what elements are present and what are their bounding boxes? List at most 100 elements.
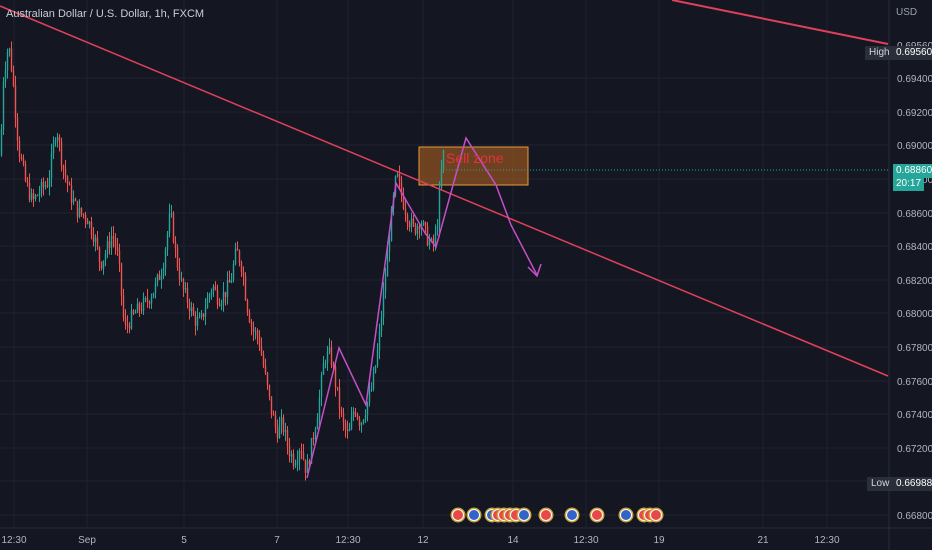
candle-body bbox=[78, 207, 81, 217]
candle-body bbox=[230, 279, 233, 283]
candle-body bbox=[210, 290, 213, 295]
candle-body bbox=[60, 141, 63, 166]
candle-body bbox=[226, 279, 229, 297]
candle-body bbox=[76, 200, 79, 217]
candle-body bbox=[194, 315, 197, 326]
candle-body bbox=[12, 70, 15, 86]
candle-body bbox=[290, 453, 293, 457]
candle-body bbox=[164, 249, 167, 269]
candle-body bbox=[96, 237, 99, 248]
candle-body bbox=[350, 417, 353, 430]
candle-body bbox=[324, 362, 327, 364]
candle-body bbox=[14, 85, 17, 118]
candle-body bbox=[6, 51, 9, 71]
candle-body bbox=[214, 286, 217, 290]
candle-body bbox=[0, 129, 3, 156]
candle-body bbox=[356, 414, 359, 419]
candle-body bbox=[144, 298, 147, 300]
candle-body bbox=[438, 187, 441, 227]
candle-body bbox=[192, 307, 195, 316]
candle-body bbox=[382, 291, 385, 318]
chart-title: Australian Dollar / U.S. Dollar, 1h, FXC… bbox=[6, 8, 205, 20]
candle-body bbox=[242, 271, 245, 276]
candle-body bbox=[18, 140, 21, 157]
candle-body bbox=[72, 199, 75, 203]
candle-body bbox=[364, 415, 367, 420]
candle-body bbox=[130, 310, 133, 329]
candle-body bbox=[110, 236, 113, 248]
candle-body bbox=[142, 298, 145, 311]
candle-body bbox=[362, 419, 365, 423]
candle-body bbox=[92, 235, 95, 242]
candle-body bbox=[248, 312, 251, 323]
candle-body bbox=[390, 208, 393, 241]
low-label: Low bbox=[867, 477, 894, 491]
candle-body bbox=[280, 417, 283, 425]
candle-body bbox=[430, 238, 433, 241]
candle-body bbox=[208, 294, 211, 298]
candle-body bbox=[182, 279, 185, 290]
high-value-tag: 0.69560 bbox=[893, 46, 932, 60]
candle-body bbox=[224, 291, 227, 297]
x-tick-label: 12:30 bbox=[573, 535, 598, 546]
candle-body bbox=[376, 350, 379, 366]
upper-trendline bbox=[671, 0, 889, 45]
harmonic-pattern-path bbox=[306, 136, 538, 479]
candle-body bbox=[28, 183, 31, 200]
candle-body bbox=[436, 226, 439, 233]
x-tick-label: 12 bbox=[417, 535, 429, 546]
candle-body bbox=[190, 307, 193, 312]
candle-body bbox=[30, 193, 33, 200]
candle-body bbox=[24, 164, 27, 181]
candle-body bbox=[222, 291, 225, 303]
candle-body bbox=[146, 298, 149, 302]
x-tick-label: 12:30 bbox=[335, 535, 360, 546]
candle-body bbox=[442, 149, 445, 170]
candle-body bbox=[298, 450, 301, 461]
candle-body bbox=[50, 153, 53, 179]
candle-body bbox=[270, 396, 273, 414]
candle-body bbox=[246, 300, 249, 313]
candle-body bbox=[112, 236, 115, 239]
candle-body bbox=[162, 268, 165, 277]
candle-body bbox=[108, 241, 111, 248]
candle-body bbox=[396, 173, 399, 177]
candle-body bbox=[416, 226, 419, 234]
candle-body bbox=[326, 351, 329, 363]
candle-body bbox=[4, 70, 7, 82]
candle-body bbox=[74, 199, 77, 201]
x-tick-label: 19 bbox=[653, 535, 665, 546]
candle-body bbox=[288, 446, 291, 457]
y-tick-label: 0.69400 bbox=[897, 74, 932, 85]
event-flag-inner bbox=[650, 509, 662, 521]
event-flag-inner bbox=[452, 509, 464, 521]
candle-body bbox=[198, 316, 201, 318]
low-value-tag: 0.66988 bbox=[893, 477, 932, 491]
candle-body bbox=[166, 233, 169, 250]
candle-body bbox=[368, 390, 371, 403]
candle-body bbox=[32, 193, 35, 200]
candle-body bbox=[154, 282, 157, 293]
event-flag-inner bbox=[591, 509, 603, 521]
candle-body bbox=[148, 301, 151, 304]
candle-body bbox=[266, 372, 269, 386]
y-tick-label: 0.69000 bbox=[897, 141, 932, 152]
sell-zone-box bbox=[418, 146, 529, 186]
y-tick-label: 0.67600 bbox=[897, 377, 932, 388]
candle-body bbox=[238, 250, 241, 264]
candle-body bbox=[274, 415, 277, 428]
x-tick-label: 5 bbox=[181, 535, 187, 546]
candle-body bbox=[286, 429, 289, 447]
candle-body bbox=[418, 226, 421, 229]
candle-body bbox=[370, 388, 373, 391]
candle-body bbox=[156, 274, 159, 283]
candle-body bbox=[172, 213, 175, 243]
candle-body bbox=[428, 240, 431, 246]
candle-body bbox=[98, 247, 101, 262]
candle-body bbox=[236, 248, 239, 251]
candle-body bbox=[412, 218, 415, 224]
candle-body bbox=[348, 429, 351, 431]
candle-body bbox=[414, 223, 417, 234]
